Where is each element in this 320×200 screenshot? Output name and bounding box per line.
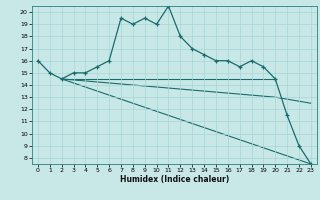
X-axis label: Humidex (Indice chaleur): Humidex (Indice chaleur): [120, 175, 229, 184]
